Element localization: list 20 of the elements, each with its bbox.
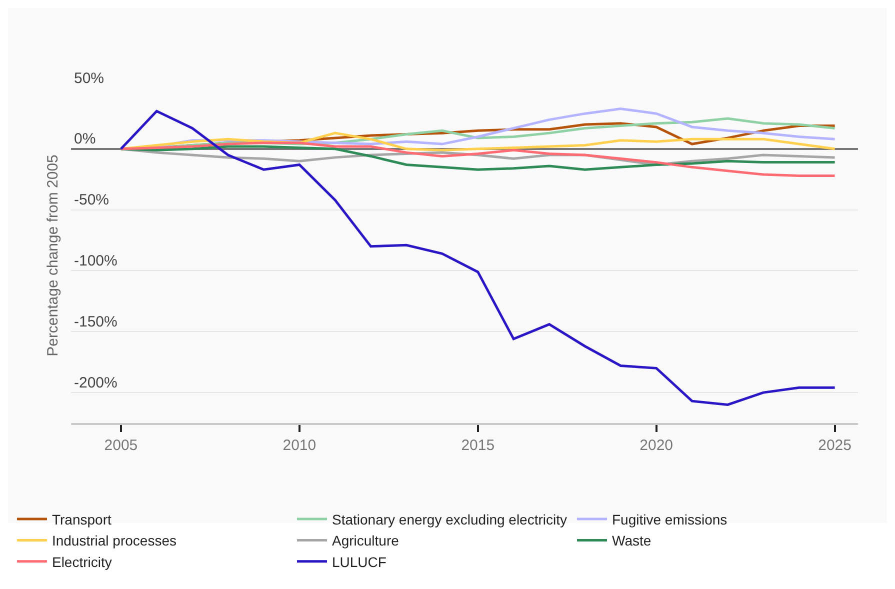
x-tick-label: 2015 bbox=[461, 437, 495, 454]
legend-label: LULUCF bbox=[332, 554, 386, 570]
legend-label: Agriculture bbox=[332, 532, 400, 549]
y-tick-label: 0% bbox=[74, 130, 96, 148]
y-tick-label: -150% bbox=[74, 313, 118, 330]
x-tick-label: 2010 bbox=[282, 437, 316, 454]
y-axis-title: Percentage change from 2005 bbox=[44, 154, 62, 356]
legend-label: Waste bbox=[612, 532, 652, 549]
legend-label: Electricity bbox=[52, 554, 112, 570]
legend-label: Fugitive emissions bbox=[612, 511, 728, 528]
legend-label: Transport bbox=[52, 511, 112, 528]
legend-label: Stationary energy excluding electricity bbox=[332, 511, 568, 528]
legend-label: Industrial processes bbox=[52, 532, 176, 549]
x-tick-label: 2025 bbox=[818, 437, 852, 454]
y-tick-label: -100% bbox=[74, 252, 118, 270]
y-tick-label: -200% bbox=[74, 374, 118, 392]
x-tick-label: 2020 bbox=[640, 437, 674, 454]
y-tick-label: -50% bbox=[74, 192, 110, 209]
x-tick-label: 2005 bbox=[104, 437, 138, 454]
y-tick-label: 50% bbox=[74, 70, 104, 87]
